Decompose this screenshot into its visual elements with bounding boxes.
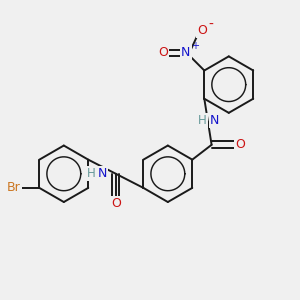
Text: N: N xyxy=(98,167,107,180)
Text: H: H xyxy=(198,114,207,127)
Text: N: N xyxy=(210,114,219,127)
Text: O: O xyxy=(197,24,207,37)
Text: O: O xyxy=(235,138,245,151)
Text: Br: Br xyxy=(7,182,21,194)
Text: -: - xyxy=(208,18,213,32)
Text: +: + xyxy=(191,41,199,51)
Text: N: N xyxy=(181,46,190,59)
Text: O: O xyxy=(158,46,168,59)
Text: O: O xyxy=(111,197,121,210)
Text: H: H xyxy=(87,167,96,180)
